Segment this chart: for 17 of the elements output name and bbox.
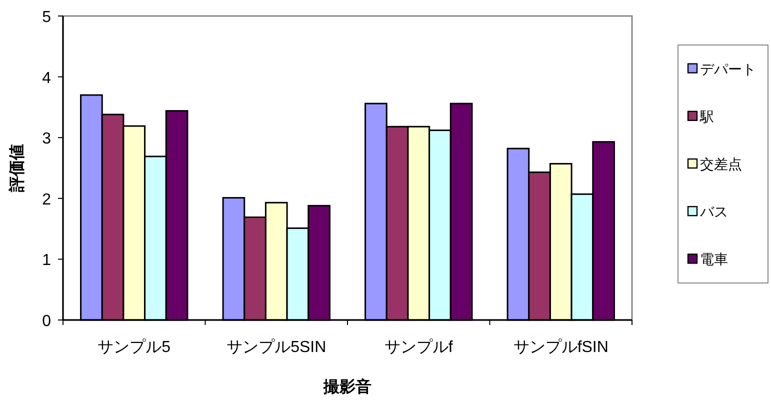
y-tick-label: 3 xyxy=(42,130,52,148)
legend-label: 電車 xyxy=(700,251,728,268)
y-tick-label: 0 xyxy=(42,313,52,330)
y-tick-label: 1 xyxy=(42,252,52,270)
x-axis-title: 撮影音 xyxy=(322,378,372,396)
x-tick-label: サンプル5 xyxy=(98,338,171,356)
x-tick-label: サンプル5SIN xyxy=(226,338,326,356)
y-tick-label: 5 xyxy=(42,9,52,26)
legend-label: デパート xyxy=(700,60,756,77)
x-tick-label: サンプルfSIN xyxy=(513,338,608,356)
y-tick-label: 2 xyxy=(42,191,52,208)
y-tick-label: 4 xyxy=(42,70,52,87)
legend-label: 駅 xyxy=(699,108,714,124)
y-axis-title: 評価値 xyxy=(8,144,26,193)
x-tick-label: サンプルf xyxy=(384,338,454,356)
legend-label: 交差点 xyxy=(700,156,742,172)
legend-label: バス xyxy=(699,204,728,220)
